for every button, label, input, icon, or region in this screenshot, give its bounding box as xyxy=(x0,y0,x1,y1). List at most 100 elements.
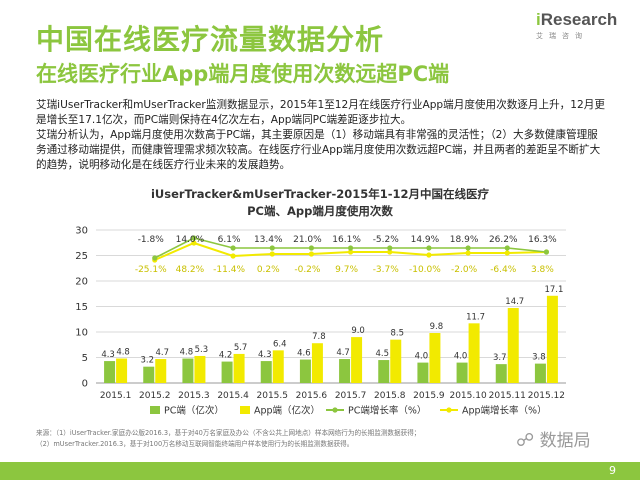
pc-growth-point xyxy=(543,249,550,255)
legend-pc-growth-text: PC端增长率（%） xyxy=(348,405,426,417)
pc-growth-label: 6.1% xyxy=(218,235,241,245)
y-tick-label: 5 xyxy=(82,353,88,364)
pc-growth-label: 26.2% xyxy=(489,235,518,245)
app-bar xyxy=(311,343,323,383)
app-bar-label: 8.5 xyxy=(390,329,404,339)
pc-bar-label: 4.3 xyxy=(258,350,272,360)
iresearch-logo: iResearch 艾瑞咨询 xyxy=(536,10,626,54)
pc-bar-label: 4.5 xyxy=(375,349,389,359)
pc-bar xyxy=(339,359,351,383)
legend-app-bar-swatch xyxy=(240,406,250,414)
app-growth-point xyxy=(387,249,393,255)
app-bar xyxy=(429,333,441,383)
y-tick-label: 25 xyxy=(75,251,88,262)
app-bar xyxy=(155,359,167,383)
x-tick-label: 2015.5 xyxy=(257,391,289,401)
pc-growth-label: 21.0% xyxy=(293,235,322,245)
app-bar xyxy=(507,308,519,383)
app-bar-label: 4.8 xyxy=(116,348,130,358)
page-number: 9 xyxy=(609,464,616,477)
app-bar-label: 11.7 xyxy=(466,312,485,322)
app-bar xyxy=(272,350,284,383)
app-growth-label: -6.4% xyxy=(490,265,517,275)
source-line-1: 来源：（1）iUserTracker.家庭办公版2016.3，基于对40万名家庭… xyxy=(36,429,421,437)
app-bar-label: 9.8 xyxy=(430,322,444,332)
app-growth-point xyxy=(308,251,315,257)
wechat-label: 数据局 xyxy=(539,431,591,451)
pc-bar xyxy=(143,366,155,383)
x-tick-label: 2015.9 xyxy=(413,391,445,401)
app-bar xyxy=(546,295,558,383)
app-growth-label: -11.4% xyxy=(213,265,245,275)
pc-bar xyxy=(417,362,429,383)
app-bar-label: 6.4 xyxy=(273,339,287,349)
x-tick-label: 2015.10 xyxy=(449,391,486,401)
pc-growth-point xyxy=(152,255,158,261)
app-bar xyxy=(233,353,245,383)
page-subtitle: 在线医疗行业App端月度使用次数远超PC端 xyxy=(36,62,450,86)
chart-title-line1: iUserTracker&mUserTracker-2015年1-12月中国在线… xyxy=(150,187,490,201)
pc-bar-label: 4.0 xyxy=(454,352,468,362)
pc-bar xyxy=(378,360,390,383)
app-growth-label: -0.2% xyxy=(294,265,321,275)
app-growth-label: 0.2% xyxy=(257,265,280,275)
app-growth-point xyxy=(230,253,236,259)
pc-growth-label: 16.3% xyxy=(528,235,557,245)
y-tick-label: 10 xyxy=(75,328,88,339)
y-tick-label: 30 xyxy=(75,226,88,237)
app-bar-label: 9.0 xyxy=(351,326,365,336)
y-tick-label: 0 xyxy=(82,379,88,390)
pc-growth-label: 18.9% xyxy=(450,235,479,245)
app-bar-label: 4.7 xyxy=(155,348,169,358)
app-growth-point xyxy=(347,249,354,255)
y-tick-label: 15 xyxy=(75,302,88,313)
app-growth-point xyxy=(191,240,197,246)
pc-bar-label: 4.3 xyxy=(101,350,115,360)
pc-growth-point xyxy=(387,245,393,251)
app-growth-label: 48.2% xyxy=(176,265,205,275)
app-growth-point xyxy=(465,250,471,256)
legend-app-growth-text: App端增长率（%） xyxy=(462,405,547,417)
x-tick-label: 2015.11 xyxy=(489,391,526,401)
pc-bar-label: 4.6 xyxy=(297,349,311,359)
x-tick-label: 2015.4 xyxy=(217,391,249,401)
app-bar xyxy=(194,355,206,383)
x-tick-label: 2015.8 xyxy=(374,391,406,401)
pc-bar xyxy=(221,361,233,383)
pc-growth-point xyxy=(230,245,236,251)
pc-bar xyxy=(104,361,116,383)
pc-bar xyxy=(299,359,311,383)
app-growth-label: -10.0% xyxy=(409,265,441,275)
pc-growth-label: 13.4% xyxy=(254,235,283,245)
app-growth-label: 9.7% xyxy=(335,265,358,275)
pc-growth-point xyxy=(308,245,315,251)
app-bar xyxy=(390,339,402,383)
y-tick-label: 20 xyxy=(75,277,88,288)
pc-growth-point xyxy=(269,245,275,251)
legend-app-bar-text: App端（亿次） xyxy=(254,405,320,417)
pc-bar-label: 3.8 xyxy=(532,353,546,363)
pc-bar-label: 3.2 xyxy=(140,356,154,366)
pc-bar-label: 4.7 xyxy=(336,348,350,358)
app-bar-label: 14.7 xyxy=(505,297,524,307)
legend-pc-bar-text: PC端（亿次） xyxy=(164,405,224,417)
pc-growth-label: 16.1% xyxy=(332,235,361,245)
source-note: 来源：（1）iUserTracker.家庭办公版2016.3，基于对40万名家庭… xyxy=(36,428,466,450)
app-growth-label: -2.0% xyxy=(451,265,478,275)
pc-bar xyxy=(260,361,272,383)
pc-bar-label: 3.7 xyxy=(493,353,507,363)
app-growth-point xyxy=(426,252,432,258)
app-bar xyxy=(468,323,480,383)
x-tick-label: 2015.1 xyxy=(100,391,132,401)
page-title: 中国在线医疗流量数据分析 xyxy=(36,23,385,56)
logo-research: Research xyxy=(540,10,618,29)
pc-growth-label: 14.9% xyxy=(411,235,440,245)
x-tick-label: 2015.7 xyxy=(335,391,367,401)
app-bar-label: 17.1 xyxy=(544,285,563,295)
chart-title-line2: PC端、App端月度使用次数 xyxy=(247,204,393,218)
pc-growth-point xyxy=(465,245,471,251)
app-bar xyxy=(116,358,128,383)
pc-bar-label: 4.0 xyxy=(415,352,429,362)
pc-bar xyxy=(182,358,194,383)
